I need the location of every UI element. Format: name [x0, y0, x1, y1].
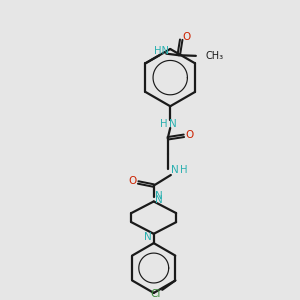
Text: O: O: [185, 130, 193, 140]
Text: HN: HN: [154, 46, 169, 56]
Text: O: O: [182, 32, 190, 42]
Text: N: N: [169, 119, 177, 129]
Text: CH₃: CH₃: [205, 51, 223, 61]
Text: O: O: [129, 176, 137, 186]
Text: N: N: [155, 191, 163, 201]
Text: N: N: [171, 165, 178, 175]
Text: H: H: [179, 165, 187, 175]
Text: N: N: [144, 232, 152, 242]
Text: H: H: [160, 119, 167, 129]
Text: Cl: Cl: [151, 289, 161, 298]
Text: N: N: [155, 195, 163, 205]
